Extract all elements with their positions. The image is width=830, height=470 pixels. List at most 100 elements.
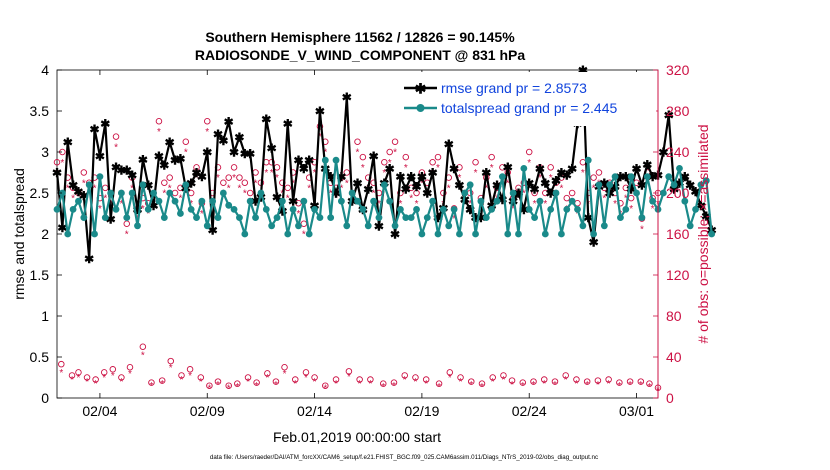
- obs_assimilated-point: *: [339, 183, 343, 194]
- totalspread-point: [643, 173, 651, 181]
- obs_possible-point: [246, 189, 254, 197]
- obs_assimilated_low-point: *: [94, 379, 98, 390]
- totalspread-point: [590, 230, 598, 238]
- chart-title-line1: Southern Hemisphere 11562 / 12826 = 90.1…: [205, 29, 515, 45]
- rmse-point: ✱: [476, 211, 486, 225]
- totalspread-point: [273, 214, 281, 222]
- obs_assimilated_low-point: *: [323, 383, 327, 394]
- obs_assimilated_low-point: *: [647, 382, 651, 393]
- rmse-point: ✱: [100, 117, 110, 131]
- rmse-point: ✱: [283, 117, 293, 131]
- obs_assimilated-point: *: [415, 199, 419, 210]
- obs_possible-point: [112, 133, 120, 140]
- obs_possible_low-point: [332, 376, 340, 383]
- rmse-point: ✱: [551, 174, 561, 188]
- totalspread-point: [58, 189, 66, 197]
- totalspread-point: [198, 197, 206, 205]
- obs_assimilated-point: *: [613, 199, 617, 210]
- obs_assimilated-point: *: [382, 168, 386, 179]
- obs_assimilated-point: *: [576, 209, 580, 220]
- totalspread-point: [509, 189, 517, 197]
- totalspread-point: [617, 214, 624, 222]
- totalspread-point: [354, 197, 361, 205]
- obs_assimilated-point: *: [592, 183, 596, 194]
- totalspread-point: [134, 222, 141, 230]
- obs_assimilated-point: *: [474, 168, 478, 179]
- rmse-point: ✱: [567, 162, 577, 176]
- obs_possible_low-point: [178, 372, 185, 379]
- obs_possible-point: [413, 189, 420, 197]
- obs_possible_low-point: [412, 374, 419, 381]
- totalspread-point: [112, 206, 120, 213]
- obs_assimilated_low-point: *: [469, 380, 473, 391]
- obs_possible-point: [193, 164, 200, 171]
- obs_possible-point: [182, 138, 190, 145]
- totalspread-point: [659, 189, 667, 197]
- obs_assimilated-point: *: [468, 199, 472, 210]
- obs_assimilated_low-point: *: [141, 350, 145, 361]
- rmse-point: ✱: [583, 211, 593, 225]
- obs_assimilated_low-point: *: [313, 377, 317, 388]
- obs_assimilated_low-point: *: [128, 369, 132, 380]
- obs_assimilated_low-point: *: [283, 369, 287, 380]
- rmse-point: ✱: [277, 205, 287, 219]
- totalspread-point: [520, 165, 528, 172]
- obs_assimilated_low-point: *: [585, 380, 589, 391]
- rmse-point: ✱: [674, 177, 684, 191]
- obs_assimilated-point: *: [232, 173, 236, 184]
- y-left-tick-label: 2.5: [30, 185, 50, 201]
- rmse-point: ✱: [170, 154, 180, 168]
- totalspread-point: [177, 210, 184, 217]
- totalspread-point: [649, 197, 657, 205]
- totalspread-point: [525, 206, 533, 213]
- totalspread-point: [633, 189, 640, 197]
- totalspread-point: [171, 197, 179, 205]
- y-left-tick-label: 0.5: [30, 349, 50, 365]
- rmse-point: ✱: [208, 223, 218, 237]
- rmse-point: ✱: [691, 185, 701, 199]
- obs_assimilated-point: *: [200, 209, 204, 220]
- rmse-point: ✱: [615, 170, 625, 184]
- rmse-point: ✱: [52, 166, 62, 180]
- totalspread-point: [380, 181, 388, 189]
- obs_assimilated_low-point: *: [160, 379, 164, 390]
- obs_assimilated-point: *: [237, 183, 241, 194]
- obs_possible-point: [488, 153, 495, 161]
- obs_assimilated-point: *: [447, 183, 451, 194]
- rmse-point: ✱: [701, 209, 711, 223]
- obs_possible-point: [456, 164, 463, 171]
- rmse-point: ✱: [342, 91, 352, 105]
- obs_assimilated-point: *: [286, 194, 290, 205]
- obs_assimilated-point: *: [629, 204, 633, 215]
- obs_assimilated-point: *: [559, 183, 563, 194]
- obs_assimilated-point: *: [581, 168, 585, 179]
- totalspread-point: [332, 156, 340, 164]
- y-axis-label-left: rmse and totalspread: [11, 168, 27, 300]
- rmse-point: ✱: [261, 113, 271, 127]
- obs_assimilated-point: *: [227, 183, 231, 194]
- obs_assimilated-point: *: [511, 204, 515, 215]
- obs_possible_low-point: [244, 374, 252, 381]
- y-left-tick-label: 3.5: [30, 103, 50, 119]
- totalspread-point: [241, 230, 249, 238]
- series-layer: ****** *** ******* **** *********** *** * ** ***…: [52, 64, 717, 397]
- rmse-point: ✱: [465, 203, 475, 217]
- obs_possible-point: [241, 179, 249, 186]
- obs_assimilated_low-point: *: [102, 373, 106, 384]
- obs_assimilated-point: *: [162, 189, 166, 200]
- rmse-point: ✱: [664, 109, 674, 123]
- obs_assimilated-point: *: [130, 183, 134, 194]
- obs_assimilated-point: *: [522, 189, 526, 200]
- obs_possible_low-point: [148, 379, 155, 386]
- obs_possible_low-point: [646, 380, 653, 387]
- y-right-tick-label: 0: [666, 390, 674, 406]
- obs_assimilated-point: *: [436, 163, 440, 174]
- obs_assimilated-point: *: [275, 173, 279, 184]
- rmse-point: ✱: [658, 146, 668, 160]
- totalspread-point: [482, 214, 490, 222]
- obs_possible-point: [429, 158, 436, 166]
- rmse-point: ✱: [197, 170, 207, 184]
- totalspread-point: [622, 206, 630, 213]
- rmse-point: ✱: [696, 199, 706, 213]
- obs_assimilated_low-point: *: [448, 373, 452, 384]
